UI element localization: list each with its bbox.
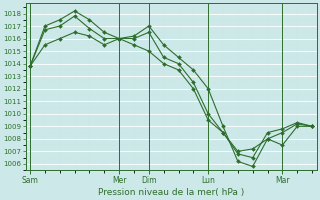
X-axis label: Pression niveau de la mer( hPa ): Pression niveau de la mer( hPa ) [98, 188, 244, 197]
